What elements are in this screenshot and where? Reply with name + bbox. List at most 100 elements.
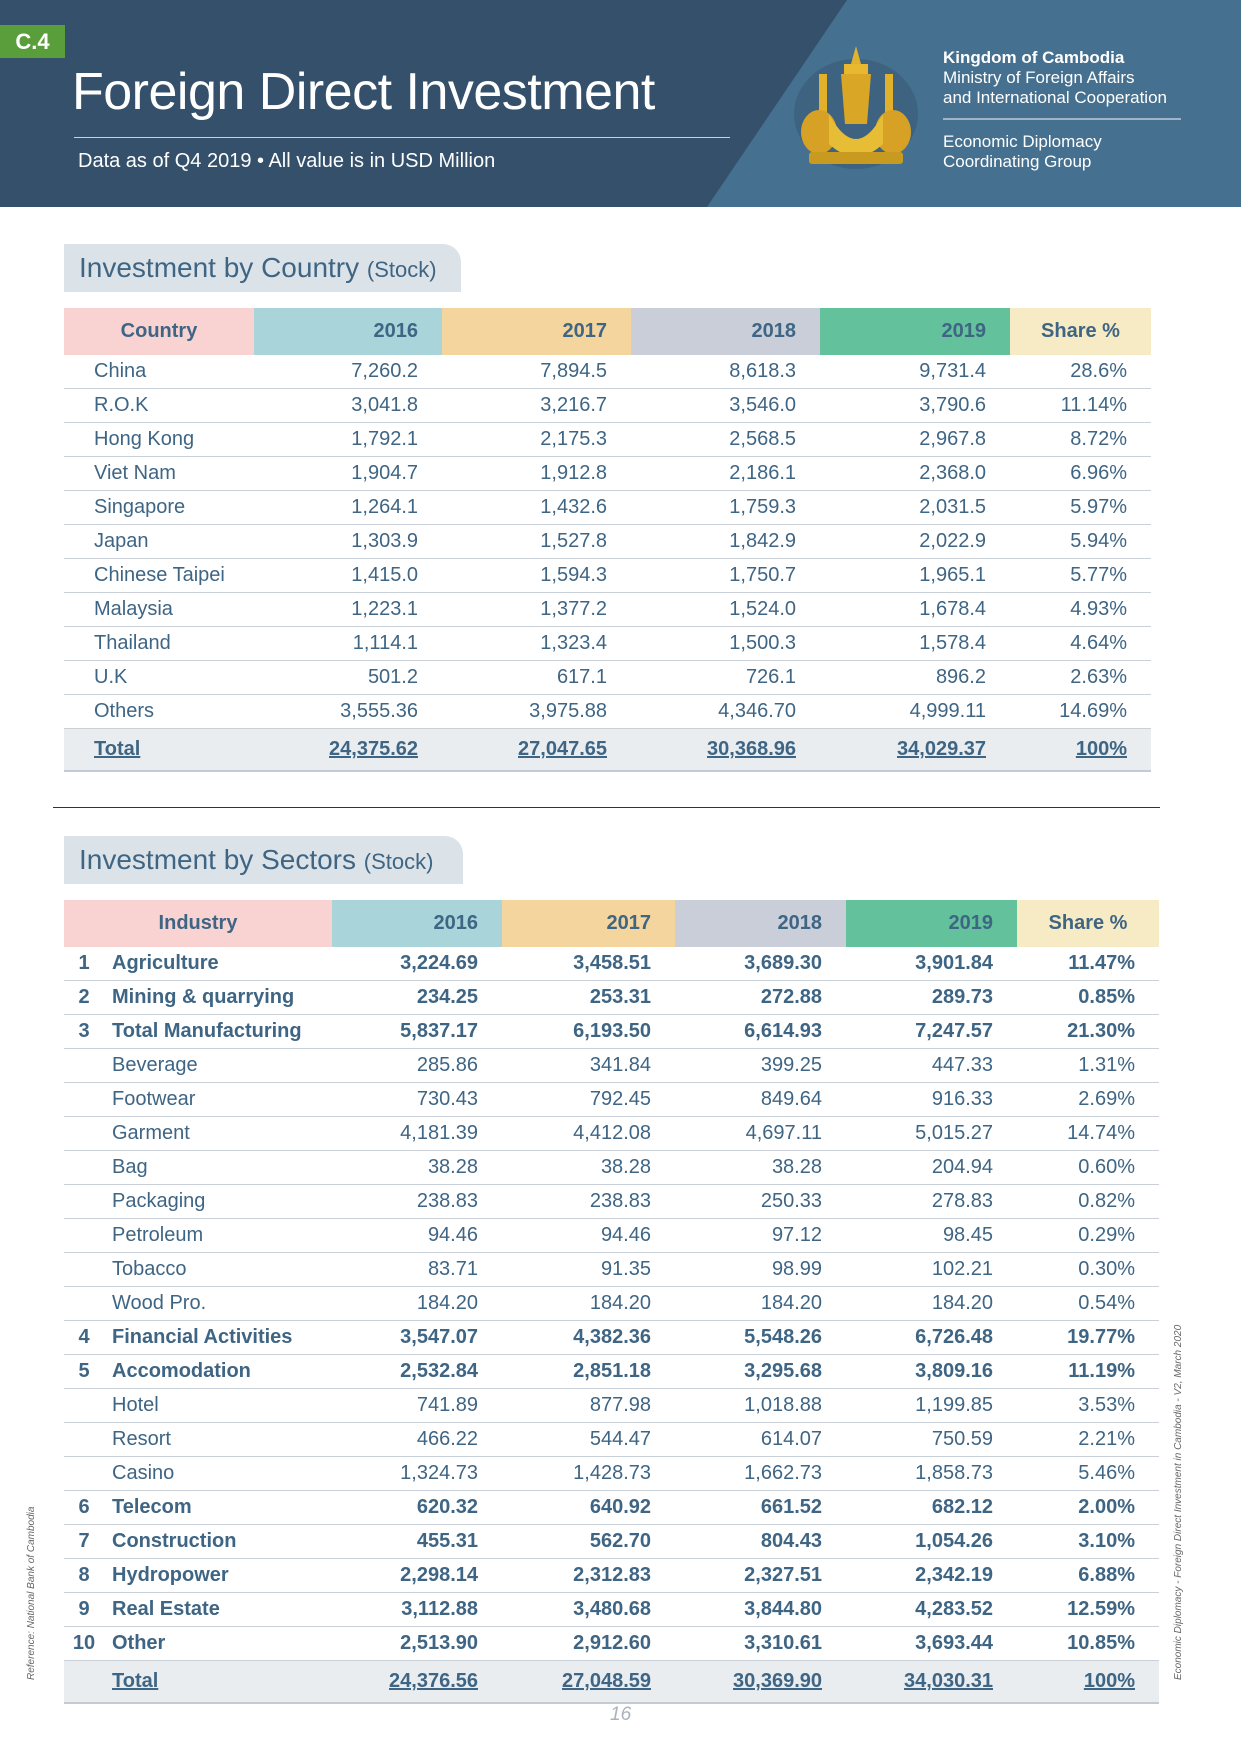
table-row: Hotel 741.89 877.98 1,018.88 1,199.85 3.53% xyxy=(64,1388,1159,1423)
cell-share: 21.30% xyxy=(1017,1014,1159,1049)
cell-share: 14.74% xyxy=(1017,1116,1159,1151)
group-line-2: Coordinating Group xyxy=(943,152,1092,171)
cell-industry: Tobacco xyxy=(104,1252,332,1287)
cell-2019: 750.59 xyxy=(846,1422,1017,1457)
total-share: 100% xyxy=(1010,728,1151,772)
table-row: 1 Agriculture 3,224.69 3,458.51 3,689.30 3,90… xyxy=(64,947,1159,981)
cell-2019: 1,578.4 xyxy=(820,626,1010,661)
table-row: Tobacco 83.71 91.35 98.99 102.21 0.30% xyxy=(64,1252,1159,1287)
cell-2019: 896.2 xyxy=(820,660,1010,695)
table-row: 9 Real Estate 3,112.88 3,480.68 3,844.80 4,28… xyxy=(64,1592,1159,1627)
cell-country: Singapore xyxy=(64,490,254,525)
table-row: Thailand 1,114.1 1,323.4 1,500.3 1,578.4 4.64… xyxy=(64,626,1151,661)
cell-2016: 2,298.14 xyxy=(332,1558,502,1593)
cell-industry: Petroleum xyxy=(104,1218,332,1253)
cell-2018: 3,295.68 xyxy=(675,1354,846,1389)
cell-2018: 2,327.51 xyxy=(675,1558,846,1593)
cell-number xyxy=(64,1252,104,1287)
cell-2017: 3,216.7 xyxy=(442,388,631,423)
cell-2018: 1,759.3 xyxy=(631,490,820,525)
cell-number xyxy=(64,1218,104,1253)
cell-share: 2.63% xyxy=(1010,660,1151,695)
page-subtitle: Data as of Q4 2019 • All value is in USD… xyxy=(78,150,496,172)
royal-emblem-icon xyxy=(794,46,918,169)
cell-2016: 3,041.8 xyxy=(254,388,442,423)
col-header-2019: 2019 xyxy=(846,900,1017,947)
cell-2016: 5,837.17 xyxy=(332,1014,502,1049)
cell-number: 2 xyxy=(64,980,104,1015)
cell-2019: 5,015.27 xyxy=(846,1116,1017,1151)
cell-country: Others xyxy=(64,694,254,729)
cell-country: Hong Kong xyxy=(64,422,254,457)
table-row: 2 Mining & quarrying 234.25 253.31 272.88 289… xyxy=(64,980,1159,1015)
cell-2016: 184.20 xyxy=(332,1286,502,1321)
cell-2017: 1,527.8 xyxy=(442,524,631,559)
table-row: Packaging 238.83 238.83 250.33 278.83 0.82% xyxy=(64,1184,1159,1219)
cell-2018: 1,662.73 xyxy=(675,1456,846,1491)
cell-2017: 1,377.2 xyxy=(442,592,631,627)
table-row: Malaysia 1,223.1 1,377.2 1,524.0 1,678.4 4.93… xyxy=(64,592,1151,627)
cell-2018: 4,346.70 xyxy=(631,694,820,729)
table-row: China 7,260.2 7,894.5 8,618.3 9,731.4 28.6% xyxy=(64,355,1151,389)
cell-2017: 91.35 xyxy=(502,1252,675,1287)
cell-share: 0.54% xyxy=(1017,1286,1159,1321)
cell-2019: 2,967.8 xyxy=(820,422,1010,457)
cell-country: Malaysia xyxy=(64,592,254,627)
cell-share: 0.29% xyxy=(1017,1218,1159,1253)
cell-2019: 184.20 xyxy=(846,1286,1017,1321)
section-badge: C.4 xyxy=(0,25,65,58)
cell-2018: 38.28 xyxy=(675,1150,846,1185)
cell-industry: Garment xyxy=(104,1116,332,1151)
cell-2016: 1,303.9 xyxy=(254,524,442,559)
cell-2018: 3,689.30 xyxy=(675,947,846,981)
cell-2017: 1,428.73 xyxy=(502,1456,675,1491)
cell-2019: 4,999.11 xyxy=(820,694,1010,729)
cell-2017: 94.46 xyxy=(502,1218,675,1253)
cell-2016: 1,223.1 xyxy=(254,592,442,627)
cell-2016: 1,415.0 xyxy=(254,558,442,593)
total-number xyxy=(64,1660,104,1704)
cell-2017: 877.98 xyxy=(502,1388,675,1423)
cell-share: 0.30% xyxy=(1017,1252,1159,1287)
cell-2016: 2,532.84 xyxy=(332,1354,502,1389)
cell-2017: 253.31 xyxy=(502,980,675,1015)
cell-2018: 3,546.0 xyxy=(631,388,820,423)
cell-industry: Hydropower xyxy=(104,1558,332,1593)
group-line-1: Economic Diplomacy xyxy=(943,132,1102,151)
ministry-line-1: Ministry of Foreign Affairs xyxy=(943,68,1135,87)
header-dark-panel xyxy=(0,0,847,207)
cell-2016: 3,112.88 xyxy=(332,1592,502,1627)
cell-industry: Other xyxy=(104,1626,332,1661)
cell-2016: 3,224.69 xyxy=(332,947,502,981)
cell-number: 1 xyxy=(64,947,104,981)
cell-industry: Resort xyxy=(104,1422,332,1457)
cell-2019: 1,199.85 xyxy=(846,1388,1017,1423)
table-row: Beverage 285.86 341.84 399.25 447.33 1.31% xyxy=(64,1048,1159,1083)
cell-number: 6 xyxy=(64,1490,104,1525)
cell-share: 0.60% xyxy=(1017,1150,1159,1185)
cell-2016: 2,513.90 xyxy=(332,1626,502,1661)
cell-2018: 8,618.3 xyxy=(631,355,820,389)
total-2017: 27,047.65 xyxy=(442,728,631,772)
table-row: Hong Kong 1,792.1 2,175.3 2,568.5 2,967.8 8.7… xyxy=(64,422,1151,457)
cell-share: 8.72% xyxy=(1010,422,1151,457)
col-header-2017: 2017 xyxy=(442,308,631,355)
cell-share: 0.82% xyxy=(1017,1184,1159,1219)
table-row: 6 Telecom 620.32 640.92 661.52 682.12 2.00% xyxy=(64,1490,1159,1525)
table-row: Viet Nam 1,904.7 1,912.8 2,186.1 2,368.0 6.96… xyxy=(64,456,1151,491)
cell-2019: 682.12 xyxy=(846,1490,1017,1525)
table-row: Japan 1,303.9 1,527.8 1,842.9 2,022.9 5.94% xyxy=(64,524,1151,559)
cell-2016: 94.46 xyxy=(332,1218,502,1253)
cell-industry: Mining & quarrying xyxy=(104,980,332,1015)
cell-2019: 98.45 xyxy=(846,1218,1017,1253)
cell-2019: 289.73 xyxy=(846,980,1017,1015)
total-industry: Total xyxy=(104,1660,332,1704)
cell-2018: 250.33 xyxy=(675,1184,846,1219)
total-share: 100% xyxy=(1017,1660,1159,1704)
cell-country: China xyxy=(64,355,254,389)
sector-section-title: Investment by Sectors (Stock) xyxy=(64,836,463,884)
col-header-country: Country xyxy=(64,308,254,355)
cell-2017: 6,193.50 xyxy=(502,1014,675,1049)
cell-2018: 661.52 xyxy=(675,1490,846,1525)
cell-2017: 2,312.83 xyxy=(502,1558,675,1593)
